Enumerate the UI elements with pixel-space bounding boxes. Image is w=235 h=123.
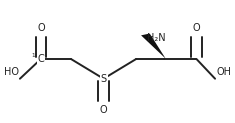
Text: O: O <box>100 105 107 115</box>
Text: O: O <box>37 23 45 33</box>
Text: HO: HO <box>4 68 19 77</box>
Text: C: C <box>38 54 45 64</box>
Text: OH: OH <box>216 68 231 77</box>
Text: 13: 13 <box>31 53 39 58</box>
Polygon shape <box>141 34 166 59</box>
Text: H₂N: H₂N <box>147 33 165 43</box>
Text: S: S <box>101 74 107 84</box>
Text: O: O <box>193 23 200 33</box>
